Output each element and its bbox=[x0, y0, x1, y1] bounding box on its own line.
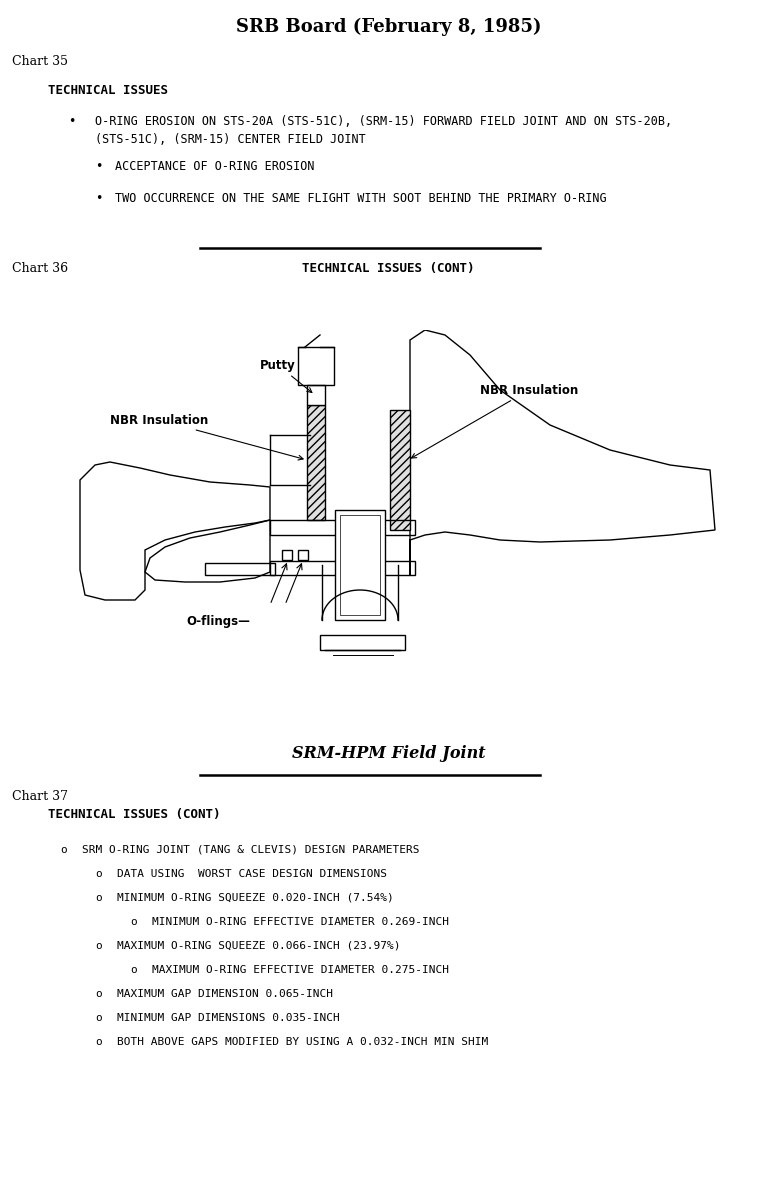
Text: Chart 35: Chart 35 bbox=[12, 54, 68, 67]
Bar bbox=[390, 410, 410, 530]
Text: Chart 37: Chart 37 bbox=[12, 790, 68, 803]
Text: o: o bbox=[60, 845, 67, 855]
Text: SRB Board (February 8, 1985): SRB Board (February 8, 1985) bbox=[235, 18, 542, 37]
Text: TWO OCCURRENCE ON THE SAME FLIGHT WITH SOOT BEHIND THE PRIMARY O-RING: TWO OCCURRENCE ON THE SAME FLIGHT WITH S… bbox=[115, 192, 607, 205]
Text: o: o bbox=[95, 941, 102, 951]
Text: •: • bbox=[95, 192, 103, 205]
Text: TECHNICAL ISSUES (CONT): TECHNICAL ISSUES (CONT) bbox=[48, 807, 221, 821]
Bar bbox=[320, 635, 405, 650]
Bar bbox=[340, 515, 380, 614]
Text: o: o bbox=[95, 989, 102, 999]
Bar bbox=[270, 561, 415, 575]
Bar bbox=[282, 551, 292, 560]
Text: O-flings—: O-flings— bbox=[186, 616, 250, 629]
Text: O-RING EROSION ON STS-20A (STS-51C), (SRM-15) FORWARD FIELD JOINT AND ON STS-20B: O-RING EROSION ON STS-20A (STS-51C), (SR… bbox=[95, 115, 672, 128]
Text: Putty: Putty bbox=[260, 359, 312, 392]
Text: MINIMUM O-RING EFFECTIVE DIAMETER 0.269-INCH: MINIMUM O-RING EFFECTIVE DIAMETER 0.269-… bbox=[152, 916, 449, 927]
Bar bbox=[307, 405, 325, 520]
Text: o: o bbox=[95, 1037, 102, 1047]
Text: •: • bbox=[95, 160, 103, 173]
Text: MAXIMUM O-RING SQUEEZE 0.066-INCH (23.97%): MAXIMUM O-RING SQUEEZE 0.066-INCH (23.97… bbox=[117, 941, 400, 951]
Text: o: o bbox=[95, 869, 102, 879]
Text: MINIMUM O-RING SQUEEZE 0.020-INCH (7.54%): MINIMUM O-RING SQUEEZE 0.020-INCH (7.54%… bbox=[117, 893, 394, 903]
Text: ACCEPTANCE OF O-RING EROSION: ACCEPTANCE OF O-RING EROSION bbox=[115, 160, 315, 173]
Text: Chart 36: Chart 36 bbox=[12, 262, 68, 275]
Text: DATA USING  WORST CASE DESIGN DIMENSIONS: DATA USING WORST CASE DESIGN DIMENSIONS bbox=[117, 869, 387, 879]
Text: o: o bbox=[130, 916, 137, 927]
Text: •: • bbox=[68, 115, 75, 128]
Text: SRM O-RING JOINT (TANG & CLEVIS) DESIGN PARAMETERS: SRM O-RING JOINT (TANG & CLEVIS) DESIGN … bbox=[82, 845, 420, 855]
Bar bbox=[205, 564, 275, 575]
Text: BOTH ABOVE GAPS MODIFIED BY USING A 0.032-INCH MIN SHIM: BOTH ABOVE GAPS MODIFIED BY USING A 0.03… bbox=[117, 1037, 488, 1047]
Text: NBR Insulation: NBR Insulation bbox=[110, 413, 303, 461]
Text: TECHNICAL ISSUES (CONT): TECHNICAL ISSUES (CONT) bbox=[302, 262, 475, 275]
Text: MINIMUM GAP DIMENSIONS 0.035-INCH: MINIMUM GAP DIMENSIONS 0.035-INCH bbox=[117, 1014, 340, 1023]
Bar bbox=[335, 510, 385, 620]
Text: SRM-HPM Field Joint: SRM-HPM Field Joint bbox=[291, 745, 486, 762]
Text: MAXIMUM GAP DIMENSION 0.065-INCH: MAXIMUM GAP DIMENSION 0.065-INCH bbox=[117, 989, 333, 999]
Text: MAXIMUM O-RING EFFECTIVE DIAMETER 0.275-INCH: MAXIMUM O-RING EFFECTIVE DIAMETER 0.275-… bbox=[152, 965, 449, 974]
Text: NBR Insulation: NBR Insulation bbox=[412, 384, 578, 458]
Text: o: o bbox=[95, 1014, 102, 1023]
Bar bbox=[298, 551, 308, 560]
Bar bbox=[298, 347, 334, 385]
Text: o: o bbox=[130, 965, 137, 974]
Text: (STS-51C), (SRM-15) CENTER FIELD JOINT: (STS-51C), (SRM-15) CENTER FIELD JOINT bbox=[95, 133, 366, 146]
Bar bbox=[307, 385, 325, 405]
Text: TECHNICAL ISSUES: TECHNICAL ISSUES bbox=[48, 84, 168, 97]
Text: o: o bbox=[95, 893, 102, 903]
Bar bbox=[270, 520, 415, 535]
